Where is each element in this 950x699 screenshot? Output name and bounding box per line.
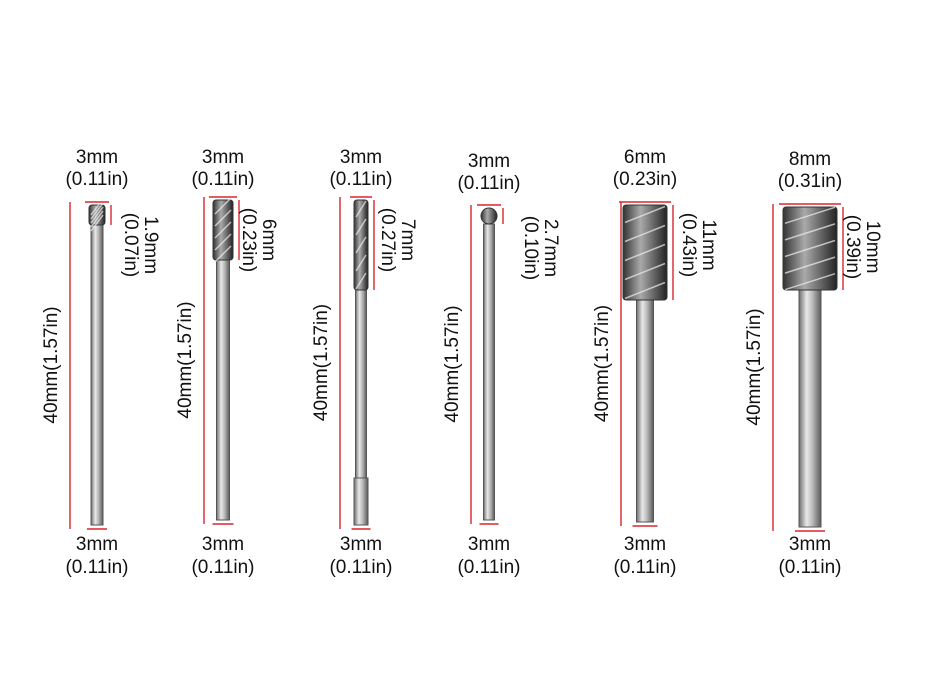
bottom-size-in: (0.11in) <box>457 557 520 578</box>
bottom-size-in: (0.11in) <box>65 557 128 578</box>
flute <box>624 243 666 262</box>
flute <box>355 254 367 272</box>
shank <box>483 223 495 521</box>
top-size-in: (0.31in) <box>778 171 842 192</box>
flute <box>90 206 104 224</box>
shank <box>90 224 104 526</box>
top-size: 3mm <box>468 151 510 172</box>
ball-head <box>480 207 498 225</box>
flute <box>90 202 104 220</box>
bottom-size: 3mm <box>789 534 831 555</box>
bottom-size-in: (0.11in) <box>329 557 392 578</box>
head-size: 2.7mm <box>540 219 561 277</box>
head-size-in: (0.39in) <box>842 215 863 279</box>
top-size: 3mm <box>340 147 382 168</box>
head-size-in: (0.07in) <box>120 213 141 277</box>
top-size-in: (0.11in) <box>457 173 520 194</box>
top-size: 3mm <box>202 147 244 168</box>
flute <box>784 272 836 291</box>
flute <box>784 223 836 241</box>
head-size: 11mm <box>698 219 719 270</box>
flute <box>784 206 836 225</box>
flute <box>624 205 666 224</box>
flute <box>784 239 836 258</box>
shank <box>798 289 822 528</box>
bottom-size-in: (0.11in) <box>778 557 841 578</box>
top-size-in: (0.11in) <box>65 169 128 190</box>
length: 40mm(1.57in) <box>311 304 332 421</box>
head-size: 10mm <box>862 221 883 274</box>
head-size-in: (0.43in) <box>678 213 699 277</box>
flute <box>214 233 232 251</box>
flute <box>624 224 666 243</box>
top-size: 8mm <box>789 149 831 170</box>
head-size: 6mm <box>258 219 279 261</box>
top-size-in: (0.23in) <box>613 169 677 190</box>
top-size-in: (0.11in) <box>329 169 392 190</box>
bottom-size: 3mm <box>202 534 244 555</box>
length: 40mm(1.57in) <box>592 305 613 422</box>
bottom-size-in: (0.11in) <box>613 557 676 578</box>
flute <box>355 272 367 290</box>
head-size-in: (0.27in) <box>377 208 398 272</box>
flute <box>90 214 104 232</box>
flute <box>624 281 666 300</box>
length: 40mm(1.57in) <box>744 308 765 425</box>
flute <box>784 256 836 274</box>
head-size-in: (0.23in) <box>238 208 259 272</box>
shank <box>216 259 230 521</box>
top-size-in: (0.11in) <box>191 169 254 190</box>
collar <box>353 477 369 526</box>
bottom-size: 3mm <box>340 534 382 555</box>
top-size: 6mm <box>624 147 666 168</box>
flute <box>90 210 104 228</box>
flute <box>214 197 232 215</box>
length: 40mm(1.57in) <box>41 306 62 423</box>
bottom-size: 3mm <box>468 534 510 555</box>
flute <box>624 262 666 281</box>
head-size: 1.9mm <box>140 216 161 274</box>
shank <box>636 299 654 523</box>
flute <box>355 236 367 254</box>
flute <box>214 245 232 263</box>
flute <box>355 218 367 236</box>
bottom-size-in: (0.11in) <box>191 557 254 578</box>
length: 40mm(1.57in) <box>442 305 463 422</box>
flute <box>355 200 367 218</box>
bottom-size: 3mm <box>76 534 118 555</box>
bottom-size: 3mm <box>624 534 666 555</box>
head-size-in: (0.10in) <box>520 216 541 280</box>
flute <box>214 221 232 239</box>
top-size: 3mm <box>76 147 118 168</box>
length: 40mm(1.57in) <box>175 301 196 418</box>
flute <box>214 209 232 227</box>
head-size: 7mm <box>397 219 418 261</box>
